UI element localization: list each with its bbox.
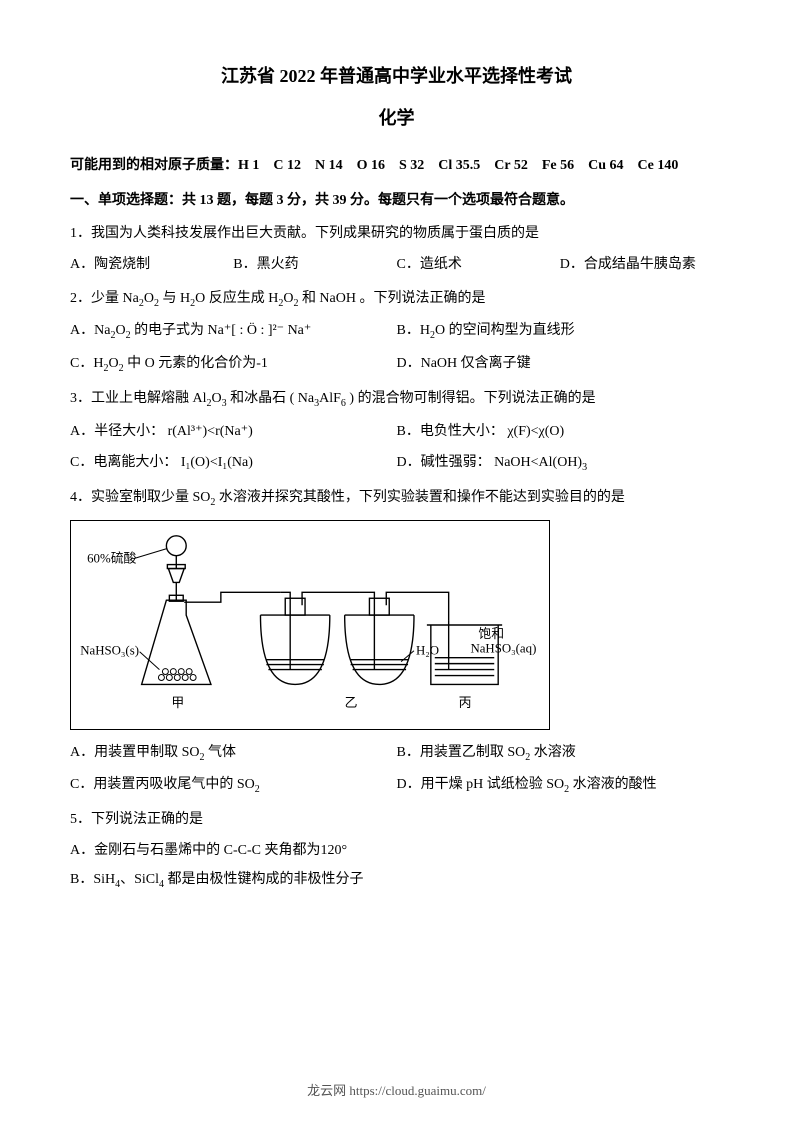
- q3-t5: ) 的混合物可制得铝。下列说法正确的是: [346, 391, 596, 406]
- masses-items: H 1 C 12 N 14 O 16 S 32 Cl 35.5 Cr 52 Fe…: [238, 158, 678, 173]
- q4-t1: 4．实验室制取少量 SO: [70, 490, 210, 505]
- label-saturated: 饱和: [478, 626, 504, 640]
- q5b-2: 、SiCl: [120, 872, 159, 887]
- q2a-1: A．Na: [70, 323, 110, 338]
- q3-t4: AlF: [319, 391, 341, 406]
- q3-t3: 和冰晶石 ( Na: [227, 391, 315, 406]
- section-heading: 一、单项选择题：共 13 题，每题 3 分，共 39 分。每题只有一个选项最符合…: [70, 188, 723, 213]
- q1-option-c: C．造纸术: [397, 252, 560, 277]
- q2c-1: C．H: [70, 356, 103, 371]
- label-nahso3-aq: NaHSO₃(aq): [470, 641, 536, 655]
- question-2: 2．少量 Na2O2 与 H2O 反应生成 H2O2 和 NaOH 。下列说法正…: [70, 286, 723, 378]
- q4-stem: 4．实验室制取少量 SO2 水溶液并探究其酸性，下列实验装置和操作不能达到实验目…: [70, 485, 723, 512]
- q4a-1: A．用装置甲制取 SO: [70, 745, 200, 760]
- q2-option-a: A．Na2O2 的电子式为 Na⁺[ : Ö : ]²⁻ Na⁺: [70, 318, 397, 345]
- q1-stem: 1．我国为人类科技发展作出巨大贡献。下列成果研究的物质属于蛋白质的是: [70, 221, 723, 246]
- apparatus-svg: 60%硫酸 NaHSO₃(s) 甲: [71, 521, 549, 729]
- q2c-3: 中 O 元素的化合价为-1: [124, 356, 268, 371]
- q5-option-a: A．金刚石与石墨烯中的 C-C-C 夹角都为120°: [70, 838, 723, 863]
- label-h2o: H₂O: [416, 643, 439, 657]
- q4c-1: C．用装置丙吸收尾气中的 SO: [70, 777, 255, 792]
- label-nahso3-s: NaHSO₃(s): [80, 643, 139, 657]
- q2b-1: B．H: [397, 323, 430, 338]
- q5-stem: 5．下列说法正确的是: [70, 807, 723, 832]
- q2-t6: 和 NaOH 。下列说法正确的是: [298, 291, 485, 306]
- q4-option-d: D．用干燥 pH 试纸检验 SO2 水溶液的酸性: [397, 772, 724, 799]
- q2-stem: 2．少量 Na2O2 与 H2O 反应生成 H2O2 和 NaOH 。下列说法正…: [70, 286, 723, 313]
- q2a-2: O: [115, 323, 125, 338]
- q3-option-d: D．碱性强弱： NaOH<Al(OH)3: [397, 450, 724, 477]
- q1-option-a: A．陶瓷烧制: [70, 252, 233, 277]
- q2b-2: O 的空间构型为直线形: [435, 323, 575, 338]
- question-4: 4．实验室制取少量 SO2 水溶液并探究其酸性，下列实验装置和操作不能达到实验目…: [70, 485, 723, 799]
- q2-option-b: B．H2O 的空间构型为直线形: [397, 318, 724, 345]
- masses-prefix: 可能用到的相对原子质量：: [70, 158, 238, 173]
- question-5: 5．下列说法正确的是 A．金刚石与石墨烯中的 C-C-C 夹角都为120° B．…: [70, 807, 723, 894]
- label-yi: 乙: [345, 696, 358, 710]
- q3-option-b: B．电负性大小： χ(F)<χ(O): [397, 419, 724, 444]
- q2a-3: 的电子式为 Na⁺[ : Ö : ]²⁻ Na⁺: [131, 323, 312, 338]
- q2c-2: O: [108, 356, 118, 371]
- q2-t1: 2．少量 Na: [70, 291, 139, 306]
- q2-t4: O 反应生成 H: [195, 291, 278, 306]
- page-footer: 龙云网 https://cloud.guaimu.com/: [0, 1079, 793, 1102]
- apparatus-diagram: 60%硫酸 NaHSO₃(s) 甲: [70, 520, 550, 730]
- q4b-1: B．用装置乙制取 SO: [397, 745, 526, 760]
- q4a-2: 气体: [205, 745, 237, 760]
- atomic-masses: 可能用到的相对原子质量：H 1 C 12 N 14 O 16 S 32 Cl 3…: [70, 153, 723, 178]
- q4-t2: 水溶液并探究其酸性，下列实验装置和操作不能达到实验目的的是: [215, 490, 625, 505]
- q2-option-c: C．H2O2 中 O 元素的化合价为-1: [70, 351, 397, 378]
- label-bing: 丙: [459, 696, 472, 710]
- question-1: 1．我国为人类科技发展作出巨大贡献。下列成果研究的物质属于蛋白质的是 A．陶瓷烧…: [70, 221, 723, 277]
- q3-option-c: C．电离能大小： I₁(O)<I₁(Na): [70, 450, 397, 477]
- q5b-1: B．SiH: [70, 872, 115, 887]
- q2-t3: 与 H: [159, 291, 190, 306]
- q4d-2: 水溶液的酸性: [569, 777, 657, 792]
- q4-option-a: A．用装置甲制取 SO2 气体: [70, 740, 397, 767]
- q3-t2: O: [212, 391, 222, 406]
- q3d-1: D．碱性强弱： NaOH<Al(OH): [397, 455, 583, 470]
- question-3: 3．工业上电解熔融 Al2O3 和冰晶石 ( Na3AlF6 ) 的混合物可制得…: [70, 386, 723, 477]
- q2-t2: O: [144, 291, 154, 306]
- q5b-3: 都是由极性键构成的非极性分子: [164, 872, 364, 887]
- q4d-1: D．用干燥 pH 试纸检验 SO: [397, 777, 565, 792]
- q1-option-d: D．合成结晶牛胰岛素: [560, 252, 723, 277]
- q4-option-c: C．用装置丙吸收尾气中的 SO2: [70, 772, 397, 799]
- q2-option-d: D．NaOH 仅含离子键: [397, 351, 724, 378]
- label-jia: 甲: [171, 696, 184, 710]
- q3d-2: 3: [582, 462, 587, 473]
- q1-option-b: B．黑火药: [233, 252, 396, 277]
- q5-option-b: B．SiH4、SiCl4 都是由极性键构成的非极性分子: [70, 867, 723, 894]
- q3-t1: 3．工业上电解熔融 Al: [70, 391, 207, 406]
- label-sulfuric: 60%硫酸: [87, 551, 136, 565]
- q2-t5: O: [283, 291, 293, 306]
- q3-option-a: A．半径大小： r(Al³⁺)<r(Na⁺): [70, 419, 397, 444]
- q4b-2: 水溶液: [530, 745, 576, 760]
- exam-title-line1: 江苏省 2022 年普通高中学业水平选择性考试: [70, 60, 723, 92]
- q3-stem: 3．工业上电解熔融 Al2O3 和冰晶石 ( Na3AlF6 ) 的混合物可制得…: [70, 386, 723, 413]
- exam-title-line2: 化学: [70, 102, 723, 134]
- q4-option-b: B．用装置乙制取 SO2 水溶液: [397, 740, 724, 767]
